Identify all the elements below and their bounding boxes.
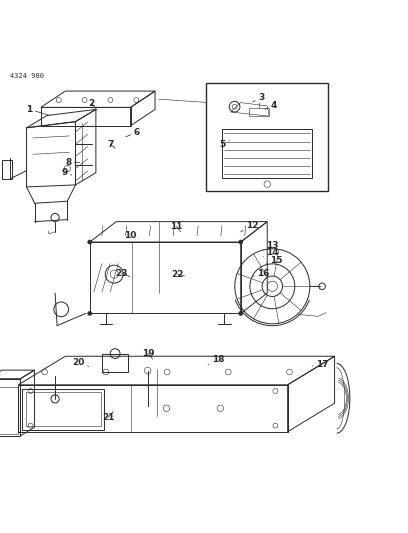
Bar <box>206 83 328 191</box>
Bar <box>26 392 101 426</box>
Text: 2: 2 <box>89 99 97 110</box>
Bar <box>0 379 20 436</box>
Text: 13: 13 <box>263 241 279 250</box>
Text: 1: 1 <box>26 105 49 115</box>
Bar <box>249 108 269 116</box>
Circle shape <box>239 240 243 244</box>
Bar <box>2 160 12 179</box>
Text: 8: 8 <box>65 158 80 167</box>
Text: 4: 4 <box>265 101 277 110</box>
Text: 12: 12 <box>241 221 258 232</box>
Circle shape <box>88 311 92 316</box>
Text: 17: 17 <box>312 360 328 369</box>
Text: 11: 11 <box>170 222 182 232</box>
Bar <box>22 389 104 430</box>
Circle shape <box>88 240 92 244</box>
Text: 16: 16 <box>253 269 269 278</box>
Text: 4324 900: 4324 900 <box>10 72 44 79</box>
Text: 10: 10 <box>124 231 139 240</box>
Bar <box>0 387 18 434</box>
Text: 23: 23 <box>115 269 130 278</box>
Text: 6: 6 <box>126 128 140 137</box>
Text: 15: 15 <box>266 256 283 265</box>
Bar <box>222 130 312 178</box>
Text: 22: 22 <box>172 270 184 279</box>
Text: 21: 21 <box>102 412 114 422</box>
Text: 3: 3 <box>253 93 264 102</box>
Text: 7: 7 <box>107 140 115 149</box>
Text: 19: 19 <box>142 349 154 359</box>
Text: 9: 9 <box>61 168 72 177</box>
Text: 18: 18 <box>208 355 224 365</box>
Text: 14: 14 <box>263 248 279 257</box>
Bar <box>102 353 129 372</box>
Circle shape <box>239 311 243 316</box>
Text: 20: 20 <box>72 358 89 367</box>
Text: 5: 5 <box>220 140 229 149</box>
